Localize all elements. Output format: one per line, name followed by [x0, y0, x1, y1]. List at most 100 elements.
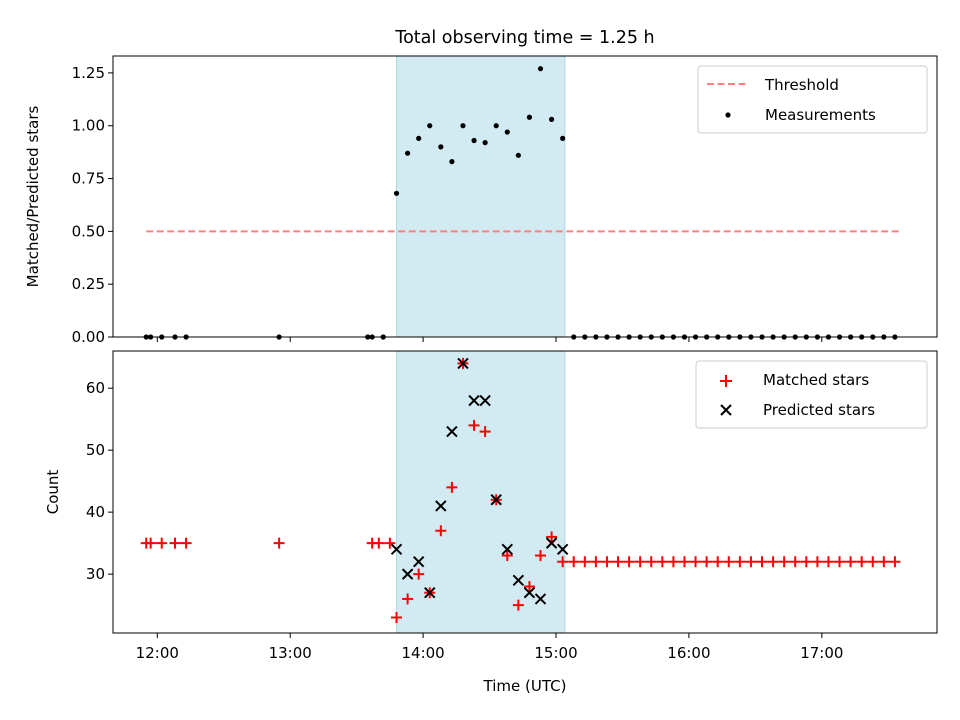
measurement-point [405, 150, 411, 156]
matched-star-point [701, 556, 713, 568]
matched-star-point [501, 550, 513, 562]
observing-window-shade [396, 55, 566, 338]
matched-star-point [402, 593, 414, 605]
matched-star-point [623, 556, 635, 568]
measurement-point [460, 123, 466, 129]
matched-star-point [889, 556, 901, 568]
y-tick-label: 60 [86, 379, 105, 397]
matched-star-point [789, 556, 801, 568]
predicted-star-point [435, 500, 447, 512]
matched-star-point [446, 481, 458, 493]
x-tick-label: 13:00 [269, 644, 312, 662]
top-legend-box [697, 65, 928, 134]
top-panel: 0.00 0.25 0.50 0.75 1.00 1.25 Matched/Predict… [24, 55, 938, 346]
top-axes-frame [112, 55, 938, 338]
predicted-star-point [556, 543, 569, 556]
y-tick-label: 50 [86, 441, 105, 459]
y-tick-label: 30 [86, 565, 105, 583]
measurements-legend-label: Measurements [765, 106, 876, 124]
top-series [143, 66, 900, 340]
matched-star-point [690, 556, 702, 568]
matched-star-point [384, 537, 396, 549]
bottom-y-axis-ticks: 30 40 50 60 [86, 379, 113, 583]
matched-star-point [523, 581, 535, 593]
measurements-legend-swatch [725, 112, 731, 118]
predicted-star-point [479, 394, 491, 407]
y-tick-label: 0.75 [72, 170, 105, 188]
predicted-star-point [512, 574, 525, 587]
x-tick-label: 12:00 [136, 644, 179, 662]
matched-star-point [546, 531, 558, 543]
y-tick-label: 40 [86, 503, 105, 521]
measurement-point [393, 190, 400, 196]
y-tick-label: 1.25 [72, 64, 105, 82]
matched-star-point [811, 556, 823, 568]
matched-stars-legend-swatch [720, 375, 732, 387]
predicted-stars-legend-swatch [720, 404, 732, 416]
x-axis-label: Time (UTC) [483, 677, 567, 695]
top-y-axis-label: Matched/Predicted stars [24, 106, 42, 288]
matched-star-point [878, 556, 890, 568]
predicted-star-point [490, 494, 502, 506]
x-tick-label: 14:00 [401, 644, 444, 662]
predicted-star-point [424, 587, 436, 599]
x-tick-label: 17:00 [800, 644, 843, 662]
matched-star-point [180, 537, 192, 549]
measurement-point [537, 66, 544, 72]
y-tick-label: 0.50 [72, 222, 105, 240]
predicted-star-point [390, 543, 403, 556]
matched-star-point [800, 556, 812, 568]
matched-star-point [656, 556, 668, 568]
matched-star-point [579, 556, 591, 568]
measurement-point [482, 140, 488, 146]
bottom-legend: Matched stars Predicted stars [695, 360, 928, 429]
predicted-star-point [545, 537, 558, 549]
predicted-stars-legend-label: Predicted stars [763, 401, 875, 419]
matched-star-point [590, 556, 602, 568]
matched-star-point [667, 556, 679, 568]
measurement-point [526, 114, 533, 120]
matched-star-point [612, 556, 624, 568]
bottom-axes-frame [112, 350, 938, 634]
matched-star-point [169, 537, 181, 549]
measurement-point [427, 123, 433, 129]
matched-star-point [756, 556, 768, 568]
matched-star-point [145, 537, 157, 549]
matched-star-point [557, 556, 569, 568]
matched-star-point [468, 419, 480, 431]
matched-star-point [373, 537, 385, 549]
matched-star-point [645, 556, 657, 568]
matched-star-point [834, 556, 846, 568]
matched-star-point [678, 556, 690, 568]
matched-star-point [568, 556, 580, 568]
predicted-star-point [401, 568, 414, 580]
predicted-star-point [457, 357, 469, 370]
threshold-legend-label: Threshold [764, 76, 839, 94]
x-tick-label: 16:00 [667, 644, 710, 662]
matched-star-point [734, 556, 746, 568]
predicted-star-point [523, 587, 536, 599]
measurement-point [504, 129, 510, 135]
observing-window-shade [396, 350, 566, 634]
matched-star-point [435, 525, 447, 537]
matched-star-point [413, 568, 425, 580]
y-tick-label: 1.00 [72, 117, 105, 135]
measurement-point [471, 137, 477, 144]
matched-star-point [634, 556, 646, 568]
matched-star-point [845, 556, 857, 568]
matched-star-point [778, 556, 790, 568]
bottom-series [140, 357, 901, 624]
chart-title: Total observing time = 1.25 h [394, 28, 654, 48]
measurement-point [493, 123, 499, 129]
matched-star-point [745, 556, 757, 568]
measurement-point [416, 135, 422, 141]
matched-star-point [867, 556, 879, 568]
x-tick-label: 15:00 [534, 644, 577, 662]
matched-star-point [391, 612, 403, 624]
predicted-star-point [501, 543, 513, 556]
measurement-point [560, 135, 566, 141]
matched-stars-legend-label: Matched stars [763, 371, 869, 389]
y-tick-label: 0.25 [72, 275, 105, 293]
